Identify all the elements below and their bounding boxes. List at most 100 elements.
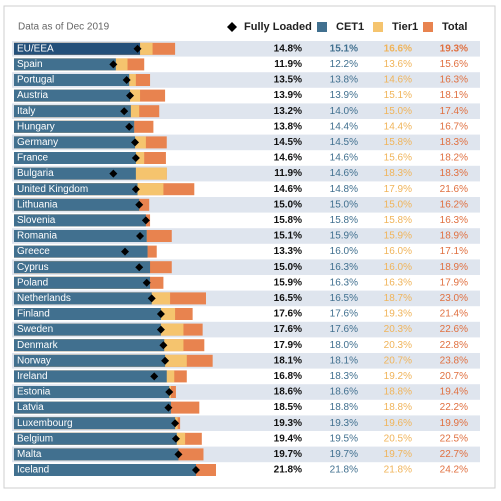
value-label: 18.5% [274,402,302,413]
value-label: 15.1% [274,231,302,242]
value-label: 18.3% [384,168,412,179]
value-label: 21.8% [384,465,412,476]
category-label: Denmark [17,340,59,351]
value-label: 17.4% [440,106,468,117]
legend-label: Tier1 [392,21,418,33]
value-label: 18.8% [384,402,412,413]
value-label: 14.0% [330,106,358,117]
category-label: Netherlands [17,293,71,304]
value-label: 14.6% [274,153,302,164]
value-label: 14.5% [274,137,302,148]
bar [14,432,177,445]
value-label: 16.5% [274,293,302,304]
value-label: 17.6% [274,324,302,335]
value-label: 14.8% [330,184,358,195]
value-label: 19.3% [384,309,412,320]
category-label: Norway [17,355,51,366]
marker [135,263,144,272]
bar [14,276,151,289]
value-label: 14.8% [274,43,302,54]
marker [125,122,134,131]
bar [14,230,147,242]
legend-swatch [423,22,433,32]
bar [14,245,148,258]
marker [165,388,174,396]
bar [14,386,170,398]
category-label: Slovenia [17,215,56,226]
value-label: 11.9% [274,168,302,179]
value-label: 13.9% [274,90,302,101]
category-label: France [17,153,49,164]
category-label: Germany [17,137,58,148]
marker [122,76,131,84]
category-label: Greece [17,246,50,257]
category-label: Austria [17,90,49,101]
value-label: 23.8% [440,355,468,366]
marker [136,232,145,240]
value-label: 23.0% [440,293,468,304]
legend-swatch [317,22,327,32]
value-label: 13.8% [274,121,302,132]
legend-marker [227,22,237,32]
marker [164,403,173,412]
bar [14,214,146,227]
value-label: 15.0% [274,262,302,273]
legend-label: Fully Loaded [244,21,312,33]
value-label: 12.2% [330,59,358,70]
value-label: 16.3% [330,262,358,273]
value-label: 17.9% [440,277,468,288]
value-label: 15.8% [384,215,412,226]
category-label: Estonia [17,387,51,398]
marker [159,341,168,350]
value-label: 16.0% [384,262,412,273]
value-label: 20.3% [384,340,412,351]
value-label: 22.7% [440,449,468,460]
value-label: 15.1% [384,90,412,101]
category-label: EU/EEA [17,43,54,54]
bar [14,152,136,164]
marker [147,294,156,303]
value-label: 14.4% [384,121,412,132]
value-label: 17.6% [330,309,358,320]
value-label: 22.5% [440,433,468,444]
bar [14,42,141,55]
bar [14,323,161,336]
legend-label: CET1 [336,21,364,33]
value-label: 15.9% [274,277,302,288]
value-label: 20.7% [384,355,412,366]
value-label: 17.6% [274,309,302,320]
value-label: 13.2% [274,106,302,117]
value-label: 22.6% [440,324,468,335]
category-label: Italy [17,106,35,117]
value-label: 16.2% [440,199,468,210]
bar [14,58,116,71]
value-label: 15.6% [440,59,468,70]
value-label: 19.7% [330,449,358,460]
value-label: 22.8% [440,340,468,351]
value-label: 15.8% [330,215,358,226]
marker [156,310,165,318]
bar [14,183,138,196]
bar [14,292,152,305]
marker [191,466,200,474]
category-label: Romania [17,231,57,242]
value-label: 19.7% [274,449,302,460]
value-label: 19.9% [440,418,468,429]
bar [14,417,176,430]
marker [150,372,159,381]
marker [174,450,183,459]
bar [14,354,166,367]
marker [142,278,151,287]
value-label: 15.6% [384,153,412,164]
value-label: 15.0% [330,199,358,210]
value-label: 15.9% [384,231,412,242]
value-label: 17.9% [384,184,412,195]
value-label: 14.4% [330,121,358,132]
value-label: 15.0% [274,199,302,210]
value-label: 13.3% [274,246,302,257]
bar [14,136,136,149]
marker [171,434,180,443]
value-label: 19.5% [330,433,358,444]
